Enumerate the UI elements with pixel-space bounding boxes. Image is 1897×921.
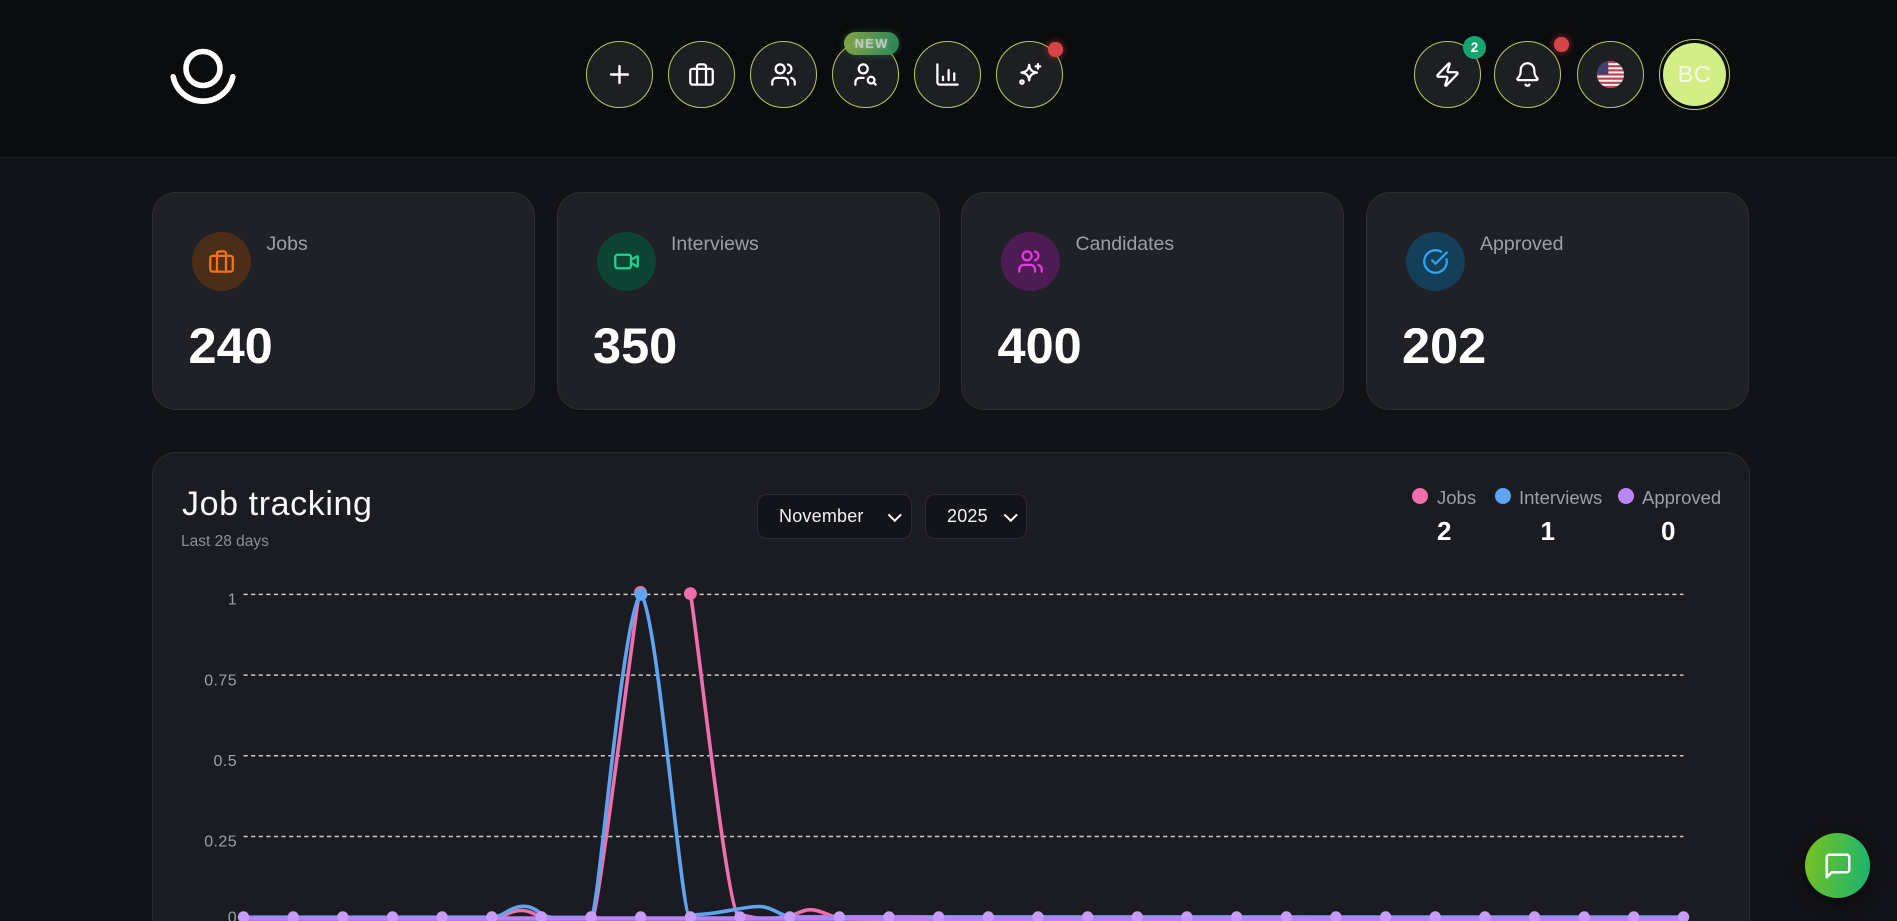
svg-text:1: 1 <box>228 592 237 609</box>
svg-text:0.5: 0.5 <box>214 753 237 770</box>
svg-text:0: 0 <box>228 909 237 921</box>
svg-text:0.75: 0.75 <box>204 672 237 689</box>
svg-text:0.25: 0.25 <box>204 834 237 851</box>
